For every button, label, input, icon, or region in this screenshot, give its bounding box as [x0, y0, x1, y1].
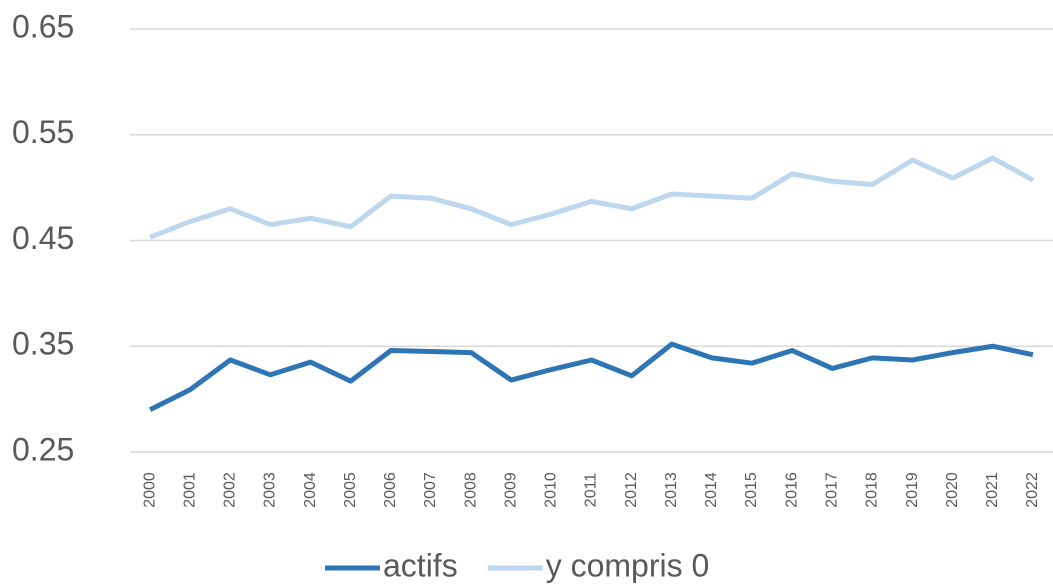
- x-tick-label: 2000: [141, 472, 158, 508]
- y-tick-label: 0.45: [12, 220, 74, 256]
- x-tick-label: 2009: [502, 472, 519, 508]
- legend-label: actifs: [383, 547, 458, 583]
- x-tick-label: 2007: [422, 472, 439, 508]
- x-tick-label: 2017: [824, 472, 841, 508]
- y-tick-label: 0.55: [12, 114, 74, 150]
- x-tick-label: 2001: [181, 472, 198, 508]
- x-tick-label: 2016: [783, 472, 800, 508]
- x-tick-label: 2008: [462, 472, 479, 508]
- x-tick-label: 2012: [623, 472, 640, 508]
- x-tick-label: 2013: [663, 472, 680, 508]
- x-tick-label: 2010: [543, 472, 560, 508]
- legend-label: y compris 0: [546, 547, 710, 583]
- line-series: [149, 155, 1035, 240]
- x-tick-label: 2015: [743, 472, 760, 508]
- x-tick-label: 2020: [944, 472, 961, 508]
- x-tick-label: 2006: [382, 472, 399, 508]
- x-tick-label: 2003: [262, 472, 279, 508]
- x-tick-label: 2014: [703, 472, 720, 508]
- x-tick-label: 2005: [342, 472, 359, 508]
- x-tick-label: 2002: [222, 472, 239, 508]
- y-tick-label: 0.35: [12, 326, 74, 362]
- line-series: [148, 341, 1034, 412]
- x-tick-label: 2019: [904, 472, 921, 508]
- x-tick-label: 2018: [864, 472, 881, 508]
- y-tick-label: 0.65: [12, 8, 74, 44]
- x-tick-label: 2022: [1024, 472, 1041, 508]
- x-tick-label: 2021: [984, 472, 1001, 508]
- x-tick-label: 2004: [302, 472, 319, 508]
- y-tick-label: 0.25: [12, 431, 74, 467]
- x-tick-label: 2011: [583, 473, 600, 508]
